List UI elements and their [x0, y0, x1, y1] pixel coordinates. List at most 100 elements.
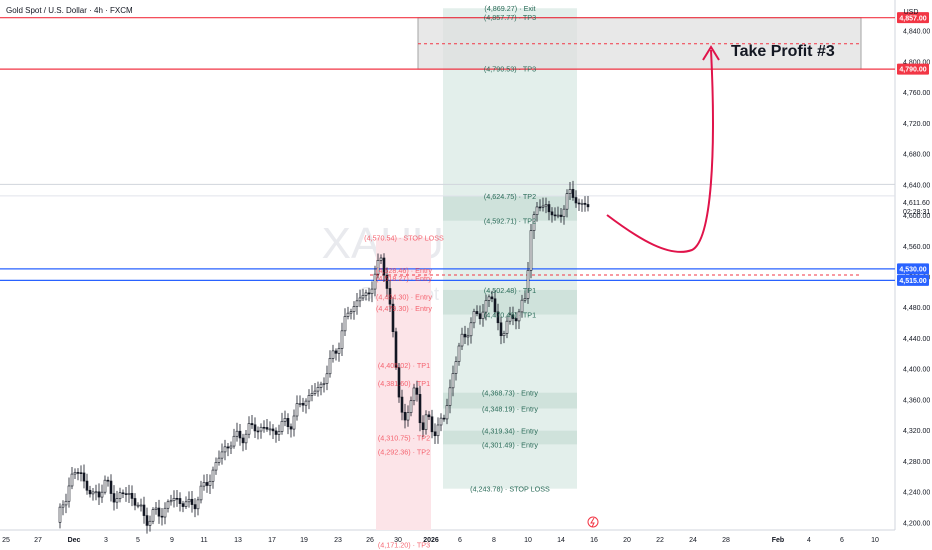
candle-up	[298, 402, 302, 405]
candle-down	[397, 367, 401, 398]
short-setup-label: (4,381.60) · TP1	[378, 379, 430, 388]
time-tick-label: 5	[136, 537, 140, 544]
time-tick-label: 2026	[423, 537, 439, 544]
candle-down	[433, 431, 437, 437]
candle-up	[103, 479, 107, 493]
candle-up	[460, 333, 464, 347]
long-setup-label: (4,624.75) · TP2	[484, 192, 536, 201]
candle-down	[553, 214, 557, 217]
long-entry-band-1	[443, 392, 577, 409]
candle-up	[319, 383, 323, 388]
price-badge-label: 4,530.00	[899, 266, 926, 273]
short-setup-label: (4,310.75) · TP2	[378, 433, 430, 442]
short-setup-label: (4,528.46) · Entry	[376, 266, 432, 275]
candle-up	[454, 361, 458, 374]
candle-down	[97, 491, 101, 498]
candle-down	[157, 507, 161, 517]
time-tick-label: 25	[2, 537, 10, 544]
candle-up	[235, 430, 239, 437]
long-setup-label: (4,502.48) · TP1	[484, 286, 536, 295]
currency-label[interactable]: USD	[903, 9, 919, 16]
event-marker-icon	[587, 516, 599, 528]
candle-down	[511, 314, 515, 319]
candle-down	[256, 430, 260, 433]
candle-down	[493, 298, 497, 313]
price-badge-label: 4,515.00	[899, 278, 926, 285]
candle-down	[418, 394, 422, 424]
candle-up	[283, 418, 287, 422]
candle-series	[58, 180, 590, 534]
long-setup-label: (4,368.73) · Entry	[482, 389, 538, 398]
candle-down	[391, 303, 395, 333]
short-setup-label: (4,292.36) · TP2	[378, 447, 430, 456]
candle-down	[382, 257, 386, 276]
candle-down	[193, 504, 197, 510]
candle-up	[337, 348, 341, 354]
candle-down	[112, 493, 116, 503]
candle-down	[385, 274, 389, 289]
candle-up	[556, 214, 560, 217]
candle-down	[130, 492, 134, 499]
candle-up	[208, 480, 212, 486]
candle-down	[175, 497, 179, 500]
candle-up	[376, 259, 380, 275]
candle-up	[196, 499, 200, 510]
candle-up	[70, 473, 74, 487]
candle-down	[253, 424, 257, 432]
candle-down	[142, 504, 146, 516]
candle-down	[79, 472, 83, 474]
candle-up	[127, 492, 131, 495]
candle-up	[328, 358, 332, 375]
candle-up	[202, 482, 206, 487]
candle-down	[514, 318, 518, 322]
price-tick-label: 4,600.00	[903, 213, 930, 220]
time-tick-label: 13	[234, 537, 242, 544]
candle-up	[436, 424, 440, 437]
candle-up	[277, 431, 281, 435]
candle-up	[373, 273, 377, 290]
candle-up	[358, 297, 362, 302]
candle-up	[505, 320, 509, 334]
time-tick-label: 30	[394, 537, 402, 544]
candle-up	[406, 412, 410, 421]
candle-down	[421, 422, 425, 430]
time-tick-label: 10	[524, 537, 532, 544]
candle-down	[262, 426, 266, 429]
time-tick-label: 8	[492, 537, 496, 544]
candle-up	[541, 205, 545, 208]
candle-up	[184, 501, 188, 507]
candle-up	[151, 509, 155, 522]
short-setup-label: (4,479.30) · Entry	[376, 304, 432, 313]
long-position-zone	[443, 8, 577, 489]
price-badge	[897, 263, 929, 275]
candle-up	[379, 257, 383, 261]
candle-up	[73, 472, 77, 475]
candle-down	[190, 498, 194, 505]
candle-up	[169, 500, 173, 503]
lightning-icon	[590, 517, 595, 528]
candle-up	[163, 507, 167, 518]
candle-up	[325, 373, 329, 384]
candle-down	[133, 498, 137, 506]
time-tick-label: 22	[656, 537, 664, 544]
symbol-title: Gold Spot / U.S. Dollar · 4h · FXCM	[6, 6, 133, 15]
price-tick-label: 4,840.00	[903, 29, 930, 36]
long-setup-label: (4,319.34) · Entry	[482, 427, 538, 436]
candle-down	[289, 426, 293, 430]
candle-up	[280, 420, 284, 432]
price-badge	[897, 63, 929, 75]
candle-up	[217, 457, 221, 463]
candle-down	[238, 430, 242, 439]
price-tick-label: 4,680.00	[903, 152, 930, 159]
candle-up	[64, 500, 68, 506]
long-setup-label: (4,790.53) · TP3	[484, 65, 536, 74]
long-setup-label: (4,348.19) · Entry	[482, 404, 538, 413]
candle-up	[322, 383, 326, 385]
short-position-zone	[376, 237, 431, 530]
time-axis: 25 27 Dec 3 5 9 11 13 17 19 23 26 30 2026 6 8 10 14 16 20 22…	[2, 537, 879, 544]
candle-down	[301, 402, 305, 406]
short-setup-label: (4,494.30) · Entry	[376, 292, 432, 301]
time-tick-label: 17	[268, 537, 276, 544]
candle-up	[352, 306, 356, 312]
